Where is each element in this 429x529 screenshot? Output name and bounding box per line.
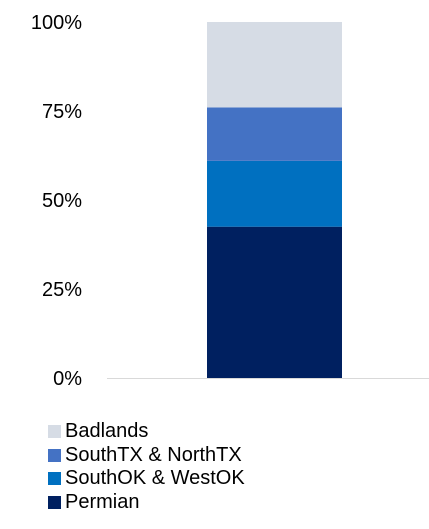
y-tick-label: 50% (42, 190, 82, 212)
bar-segment-permian (207, 226, 342, 378)
y-tick-label: 25% (42, 279, 82, 301)
bar-segment-badlands (207, 22, 342, 108)
legend-swatch (48, 495, 61, 509)
y-tick-label: 0% (53, 368, 82, 390)
legend-swatch (48, 472, 61, 486)
y-tick-label: 75% (42, 101, 82, 123)
legend-item: Permian (48, 491, 408, 515)
legend-label: Badlands (65, 420, 149, 443)
legend: Badlands SouthTX & NorthTX SouthOK & WestO… (48, 420, 408, 514)
bar-stack (207, 22, 342, 378)
y-axis-ticks: 0% 25% 50% 75% 100% (31, 12, 82, 390)
legend-item: Badlands (48, 420, 408, 444)
legend-label: SouthOK & WestOK (65, 467, 245, 490)
y-tick-label: 100% (31, 12, 82, 34)
legend-item: SouthTX & NorthTX (48, 444, 408, 468)
legend-swatch (48, 448, 61, 462)
bar-segment-southtx-northtx (207, 107, 342, 161)
legend-swatch (48, 425, 61, 439)
legend-label: SouthTX & NorthTX (65, 443, 242, 466)
bar-segment-southok-westok (207, 160, 342, 227)
legend-label: Permian (65, 490, 140, 513)
legend-item: SouthOK & WestOK (48, 467, 408, 491)
